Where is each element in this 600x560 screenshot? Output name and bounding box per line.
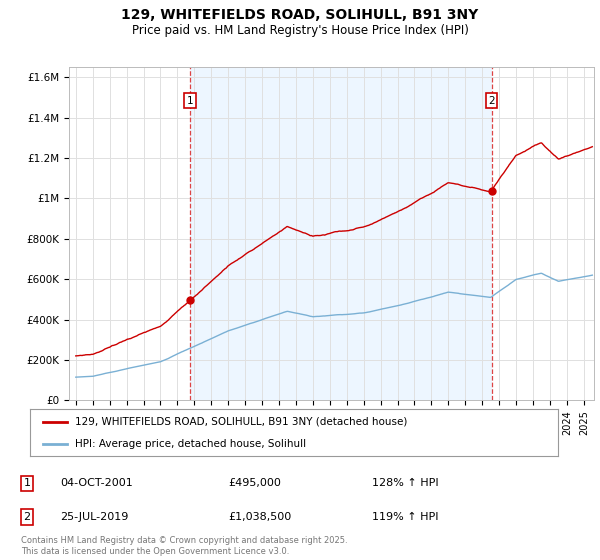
Text: Contains HM Land Registry data © Crown copyright and database right 2025.
This d: Contains HM Land Registry data © Crown c…	[21, 536, 347, 556]
Text: £495,000: £495,000	[228, 478, 281, 488]
Text: 129, WHITEFIELDS ROAD, SOLIHULL, B91 3NY (detached house): 129, WHITEFIELDS ROAD, SOLIHULL, B91 3NY…	[75, 417, 407, 427]
Text: 2: 2	[23, 512, 31, 522]
Text: 1: 1	[187, 96, 193, 105]
Text: 1: 1	[23, 478, 31, 488]
Text: 25-JUL-2019: 25-JUL-2019	[60, 512, 128, 522]
Text: £1,038,500: £1,038,500	[228, 512, 291, 522]
Text: 2: 2	[488, 96, 495, 105]
Text: 128% ↑ HPI: 128% ↑ HPI	[372, 478, 439, 488]
Text: Price paid vs. HM Land Registry's House Price Index (HPI): Price paid vs. HM Land Registry's House …	[131, 24, 469, 36]
Text: 04-OCT-2001: 04-OCT-2001	[60, 478, 133, 488]
Text: 129, WHITEFIELDS ROAD, SOLIHULL, B91 3NY: 129, WHITEFIELDS ROAD, SOLIHULL, B91 3NY	[121, 8, 479, 22]
Bar	[190, 67, 491, 400]
Text: 119% ↑ HPI: 119% ↑ HPI	[372, 512, 439, 522]
Text: HPI: Average price, detached house, Solihull: HPI: Average price, detached house, Soli…	[75, 438, 306, 449]
